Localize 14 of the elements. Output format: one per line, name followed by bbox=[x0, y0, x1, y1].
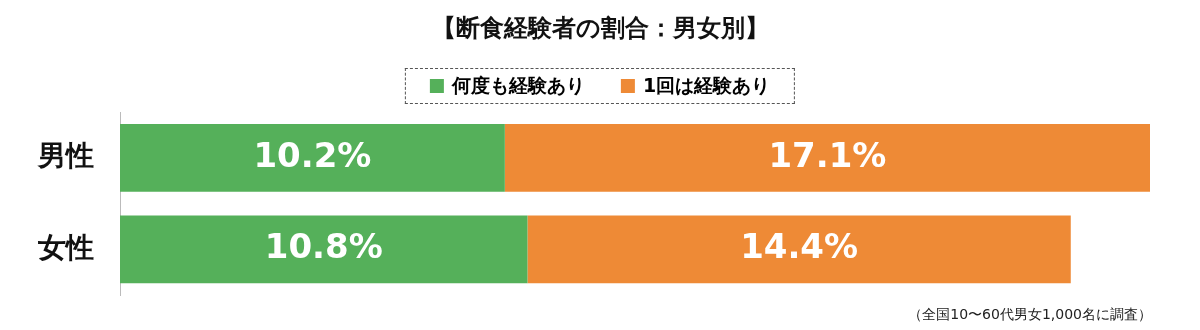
bar bbox=[504, 123, 1150, 192]
bar bbox=[120, 215, 528, 284]
data-label: 10.2% bbox=[253, 134, 372, 175]
y-tick-label: 女性 bbox=[37, 230, 94, 264]
bar bbox=[527, 215, 1071, 284]
data-label: 14.4% bbox=[740, 226, 859, 267]
y-tick-label: 男性 bbox=[37, 139, 94, 173]
chart-title: 【断食経験者の割合：男女別】 bbox=[430, 13, 770, 44]
data-label: 10.8% bbox=[264, 226, 383, 267]
text: （全国10〜60代男女1,000名に調査） bbox=[908, 306, 1152, 324]
legend-label: 1回は経験あり bbox=[642, 73, 771, 98]
legend-label: 何度も経験あり bbox=[451, 73, 585, 98]
bar bbox=[120, 123, 505, 192]
data-label: 17.1% bbox=[768, 134, 887, 175]
